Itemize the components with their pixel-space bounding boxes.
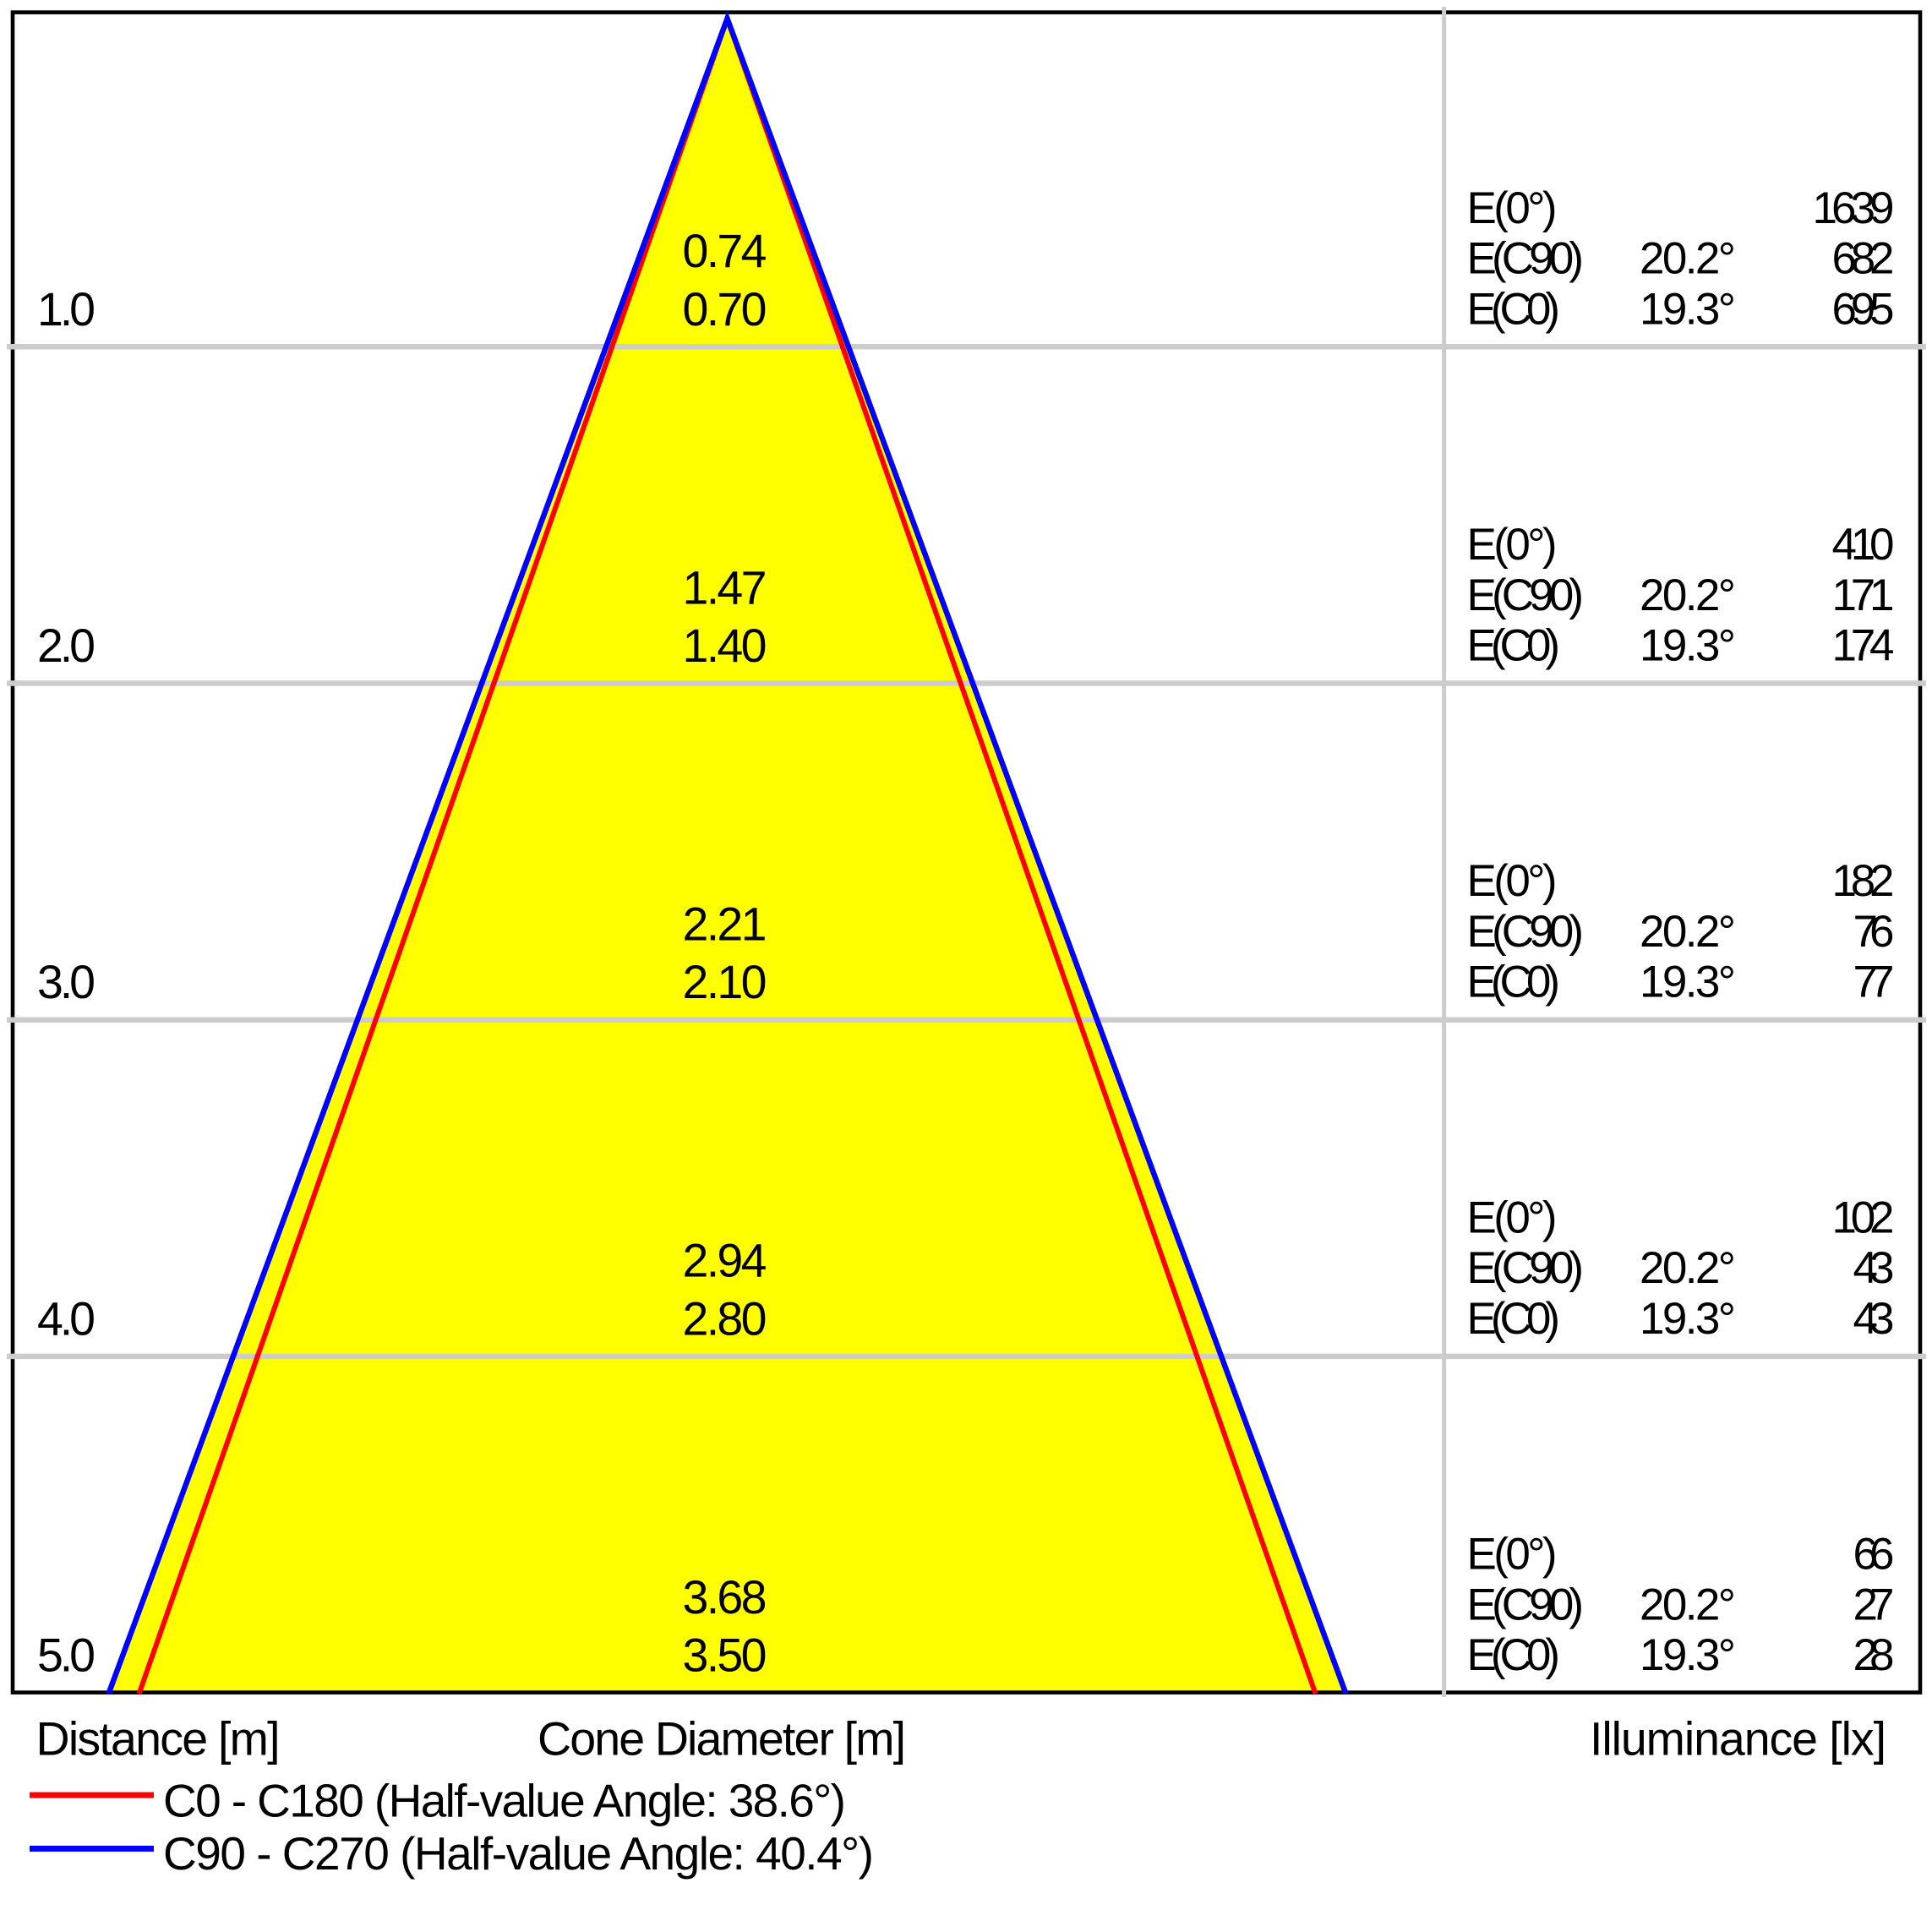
svg-text:20.2°: 20.2° (1640, 570, 1736, 620)
svg-text:695: 695 (1832, 284, 1895, 334)
svg-text:E(C90): E(C90) (1467, 907, 1585, 957)
svg-text:20.2°: 20.2° (1640, 234, 1736, 284)
svg-text:1.47: 1.47 (683, 561, 767, 614)
svg-text:2.94: 2.94 (683, 1235, 767, 1287)
svg-text:410: 410 (1832, 520, 1895, 570)
svg-text:3.50: 3.50 (683, 1629, 767, 1682)
svg-text:43: 43 (1853, 1243, 1895, 1293)
svg-text:E(C90): E(C90) (1467, 1580, 1585, 1629)
svg-text:3.68: 3.68 (683, 1571, 767, 1624)
svg-text:102: 102 (1832, 1192, 1895, 1242)
svg-text:19.3°: 19.3° (1640, 284, 1736, 334)
svg-text:19.3°: 19.3° (1640, 1294, 1736, 1344)
svg-text:C0 - C180 (Half-value Angle: 3: C0 - C180 (Half-value Angle: 38.6°) (163, 1775, 846, 1827)
svg-text:19.3°: 19.3° (1640, 958, 1736, 1007)
svg-text:Illuminance [lx]: Illuminance [lx] (1590, 1712, 1886, 1765)
svg-text:E(C90): E(C90) (1467, 234, 1585, 284)
svg-text:E(C0): E(C0) (1467, 1630, 1561, 1680)
svg-text:19.3°: 19.3° (1640, 621, 1736, 671)
svg-text:19.3°: 19.3° (1640, 1630, 1736, 1680)
svg-text:27: 27 (1853, 1580, 1895, 1629)
svg-text:E(0°): E(0°) (1467, 1530, 1558, 1580)
svg-text:E(C0): E(C0) (1467, 621, 1561, 671)
svg-text:2.10: 2.10 (683, 956, 767, 1008)
svg-text:E(0°): E(0°) (1467, 183, 1558, 233)
svg-text:66: 66 (1853, 1530, 1895, 1580)
svg-text:E(C0): E(C0) (1467, 284, 1561, 334)
svg-text:174: 174 (1832, 621, 1895, 671)
svg-text:43: 43 (1853, 1294, 1895, 1344)
svg-text:4.0: 4.0 (37, 1292, 96, 1345)
svg-text:1639: 1639 (1813, 183, 1895, 233)
svg-text:2.21: 2.21 (683, 898, 767, 951)
svg-text:2.80: 2.80 (683, 1292, 767, 1345)
svg-text:Cone Diameter [m]: Cone Diameter [m] (538, 1712, 906, 1765)
svg-text:171: 171 (1832, 570, 1895, 620)
svg-text:E(0°): E(0°) (1467, 856, 1558, 906)
svg-text:20.2°: 20.2° (1640, 1243, 1736, 1293)
svg-text:E(0°): E(0°) (1467, 1192, 1558, 1242)
svg-text:20.2°: 20.2° (1640, 907, 1736, 957)
svg-text:E(C0): E(C0) (1467, 1294, 1561, 1344)
svg-text:0.70: 0.70 (683, 283, 767, 336)
svg-text:E(C0): E(C0) (1467, 958, 1561, 1007)
svg-text:3.0: 3.0 (37, 956, 96, 1008)
svg-text:182: 182 (1832, 856, 1895, 906)
svg-text:1.0: 1.0 (37, 283, 96, 336)
svg-text:77: 77 (1853, 958, 1895, 1007)
svg-text:5.0: 5.0 (37, 1629, 96, 1682)
svg-text:2.0: 2.0 (37, 619, 96, 672)
svg-text:E(C90): E(C90) (1467, 1243, 1585, 1293)
svg-text:20.2°: 20.2° (1640, 1580, 1736, 1629)
svg-text:76: 76 (1853, 907, 1895, 957)
svg-text:E(C90): E(C90) (1467, 570, 1585, 620)
svg-text:1.40: 1.40 (683, 619, 767, 672)
svg-text:C90 - C270 (Half-value Angle:: C90 - C270 (Half-value Angle: 40.4°) (163, 1827, 874, 1880)
svg-text:E(0°): E(0°) (1467, 520, 1558, 570)
svg-text:682: 682 (1832, 234, 1895, 284)
svg-text:Distance [m]: Distance [m] (36, 1712, 281, 1765)
svg-text:28: 28 (1853, 1630, 1895, 1680)
svg-text:0.74: 0.74 (683, 225, 767, 277)
